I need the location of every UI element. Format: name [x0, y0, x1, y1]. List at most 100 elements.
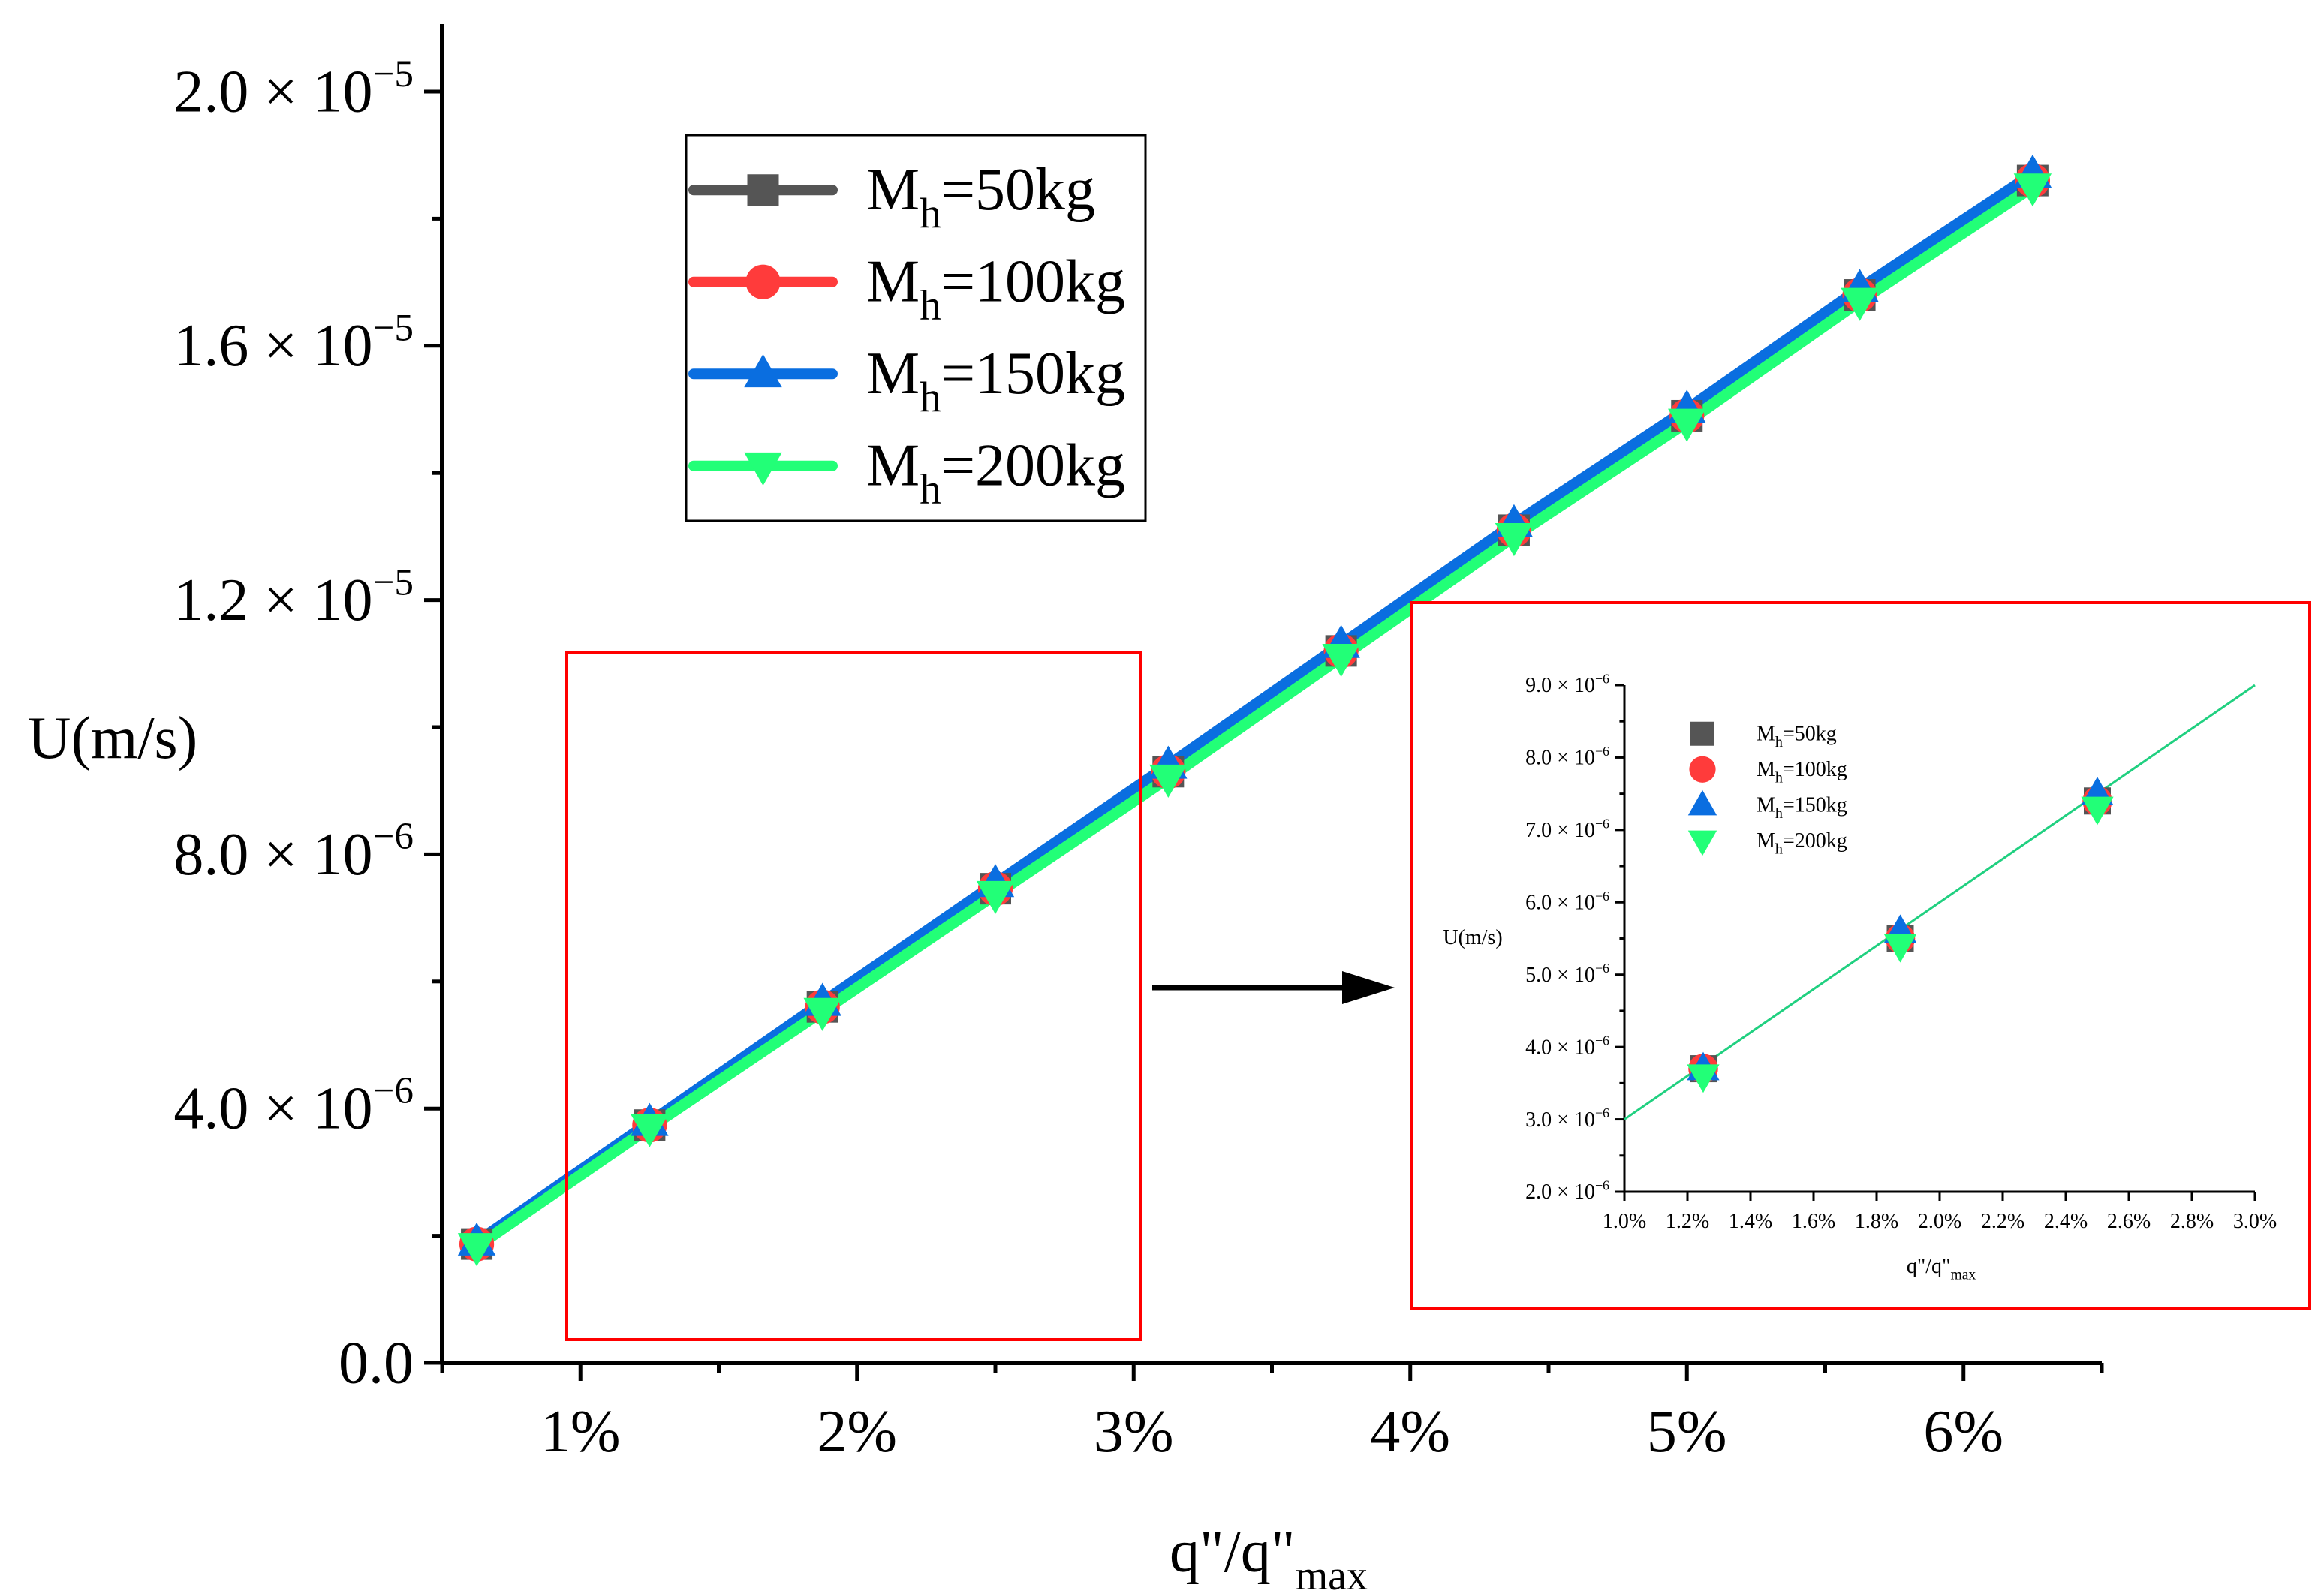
- legend-label-value: =50kg: [941, 157, 1095, 223]
- fit-line: [1624, 684, 2256, 1120]
- series-line-150kg: [473, 169, 2037, 1247]
- x-tick-label: 1.0%: [1603, 1210, 1646, 1233]
- data-point-200kg: [1687, 1064, 1720, 1093]
- y-tick-label-exponent: −6: [373, 815, 414, 858]
- legend-marker: [1689, 756, 1716, 783]
- y-tick-label: 8.0 × 10−6: [1525, 744, 1609, 770]
- y-tick-label-exponent: −6: [1595, 961, 1609, 976]
- y-tick-label: 8.0 × 10−6: [173, 815, 414, 888]
- x-tick-label: 6%: [1923, 1399, 2003, 1465]
- y-tick-label-exponent: −6: [1595, 1105, 1609, 1120]
- y-tick-label-exponent: −5: [373, 561, 414, 603]
- legend-label: Mh=150kg: [866, 341, 1125, 421]
- legend-label-value: =50kg: [1783, 723, 1837, 746]
- x-tick-label: 3%: [1094, 1399, 1174, 1465]
- y-tick-label-mantissa: 8.0: [1525, 747, 1552, 770]
- y-tick-label: 1.2 × 10−5: [173, 561, 414, 633]
- y-tick-label: 6.0 × 10−6: [1525, 889, 1609, 915]
- legend-marker: [745, 264, 781, 299]
- legend-label: Mh=150kg: [1757, 794, 1847, 822]
- x-axis-title-sub: max: [1296, 1553, 1368, 1591]
- x-axis-title: q"/q"max: [1170, 1519, 1368, 1591]
- y-tick-label-times: × 10: [1552, 674, 1595, 697]
- data-point-200kg: [976, 880, 1015, 915]
- y-tick-label-times: × 10: [1552, 1036, 1595, 1059]
- legend-label-sub: h: [920, 465, 941, 513]
- y-tick-label-times: × 10: [248, 59, 372, 125]
- y-tick-label-mantissa: 3.0: [1525, 1108, 1552, 1132]
- data-point-200kg: [1149, 764, 1188, 799]
- y-tick-label: 2.0 × 10−6: [1525, 1177, 1609, 1204]
- legend-marker: [1690, 721, 1714, 746]
- main-chart: 0.04.0 × 10−68.0 × 10−61.2 × 10−51.6 × 1…: [28, 24, 2104, 1591]
- y-tick-label-exponent: −6: [1595, 1033, 1609, 1048]
- y-tick-label-exponent: −6: [373, 1069, 414, 1112]
- y-tick-label-exponent: −6: [1595, 744, 1609, 759]
- legend-marker: [1687, 789, 1717, 816]
- legend-label-value: =100kg: [941, 248, 1125, 314]
- legend-label-value: =150kg: [1783, 794, 1847, 817]
- legend-label-name: M: [1757, 794, 1775, 817]
- x-tick-label: 1.4%: [1729, 1210, 1772, 1233]
- data-point-200kg: [457, 1233, 496, 1267]
- y-tick-label-mantissa: 1.2: [173, 567, 248, 633]
- legend-label-name: M: [1757, 723, 1775, 746]
- x-axis-title-main: q"/q": [1170, 1519, 1296, 1585]
- y-tick-label-mantissa: 4.0: [1525, 1036, 1552, 1059]
- legend-label-name: M: [1757, 758, 1775, 781]
- data-point-200kg: [1495, 523, 1534, 557]
- data-point-200kg: [1322, 643, 1360, 678]
- y-tick-label: 4.0 × 10−6: [173, 1069, 414, 1142]
- legend-label-name: M: [866, 341, 920, 407]
- y-tick-label-mantissa: 0.0: [339, 1330, 414, 1396]
- y-tick-label-exponent: −6: [1595, 816, 1609, 831]
- x-tick-label: 2.8%: [2170, 1210, 2214, 1233]
- x-axis-title-sub: max: [1950, 1267, 1976, 1283]
- x-tick-label: 1.6%: [1792, 1210, 1835, 1233]
- y-tick-label-times: × 10: [1552, 819, 1595, 842]
- y-tick-label-times: × 10: [1552, 747, 1595, 770]
- x-tick-label: 2.2%: [1981, 1210, 2024, 1233]
- y-tick-label-times: × 10: [1552, 964, 1595, 987]
- legend-marker: [744, 452, 782, 486]
- legend-marker: [747, 174, 779, 206]
- y-tick-label: 2.0 × 10−5: [173, 53, 414, 125]
- y-tick-label-times: × 10: [1552, 1180, 1595, 1204]
- x-tick-label: 4%: [1370, 1399, 1450, 1465]
- y-tick-label-exponent: −6: [1595, 889, 1609, 904]
- legend-label: Mh=200kg: [866, 432, 1125, 513]
- legend-label: Mh=200kg: [1757, 829, 1847, 857]
- y-tick-label: 3.0 × 10−6: [1525, 1105, 1609, 1132]
- data-point-200kg: [1841, 287, 1879, 321]
- legend-label-sub: h: [1775, 805, 1783, 822]
- x-tick-label: 1%: [540, 1399, 621, 1465]
- legend-marker: [1687, 830, 1717, 856]
- legend-label-name: M: [866, 432, 920, 498]
- y-tick-label-exponent: −6: [1595, 1177, 1609, 1192]
- legend-label-sub: h: [1775, 770, 1783, 786]
- x-tick-label: 1.2%: [1666, 1210, 1709, 1233]
- y-tick-label-mantissa: 2.0: [173, 59, 248, 125]
- x-tick-label: 2.4%: [2044, 1210, 2088, 1233]
- data-point-200kg: [2013, 173, 2052, 207]
- legend-label-sub: h: [1775, 841, 1783, 858]
- x-tick-label: 1.8%: [1855, 1210, 1898, 1233]
- y-tick-label-mantissa: 9.0: [1525, 674, 1552, 697]
- y-tick-label-mantissa: 1.6: [173, 313, 248, 379]
- data-point-200kg: [2081, 796, 2114, 826]
- y-tick-label-mantissa: 5.0: [1525, 964, 1552, 987]
- y-tick-label-mantissa: 6.0: [1525, 892, 1552, 915]
- y-tick-label-exponent: −5: [373, 53, 414, 95]
- y-tick-label: 5.0 × 10−6: [1525, 961, 1609, 987]
- y-tick-label-mantissa: 4.0: [173, 1076, 248, 1142]
- data-point-200kg: [1668, 408, 1706, 442]
- y-tick-label-times: × 10: [248, 567, 372, 633]
- y-tick-label-mantissa: 2.0: [1525, 1180, 1552, 1204]
- inset-chart: 2.0 × 10−63.0 × 10−64.0 × 10−65.0 × 10−6…: [1443, 671, 2277, 1283]
- legend-marker: [744, 354, 782, 388]
- legend-label-value: =200kg: [1783, 829, 1847, 853]
- y-tick-label-times: × 10: [248, 313, 372, 379]
- legend-label: Mh=50kg: [866, 157, 1095, 237]
- y-tick-label-times: × 10: [1552, 892, 1595, 915]
- zoom-arrow: [1152, 971, 1395, 1004]
